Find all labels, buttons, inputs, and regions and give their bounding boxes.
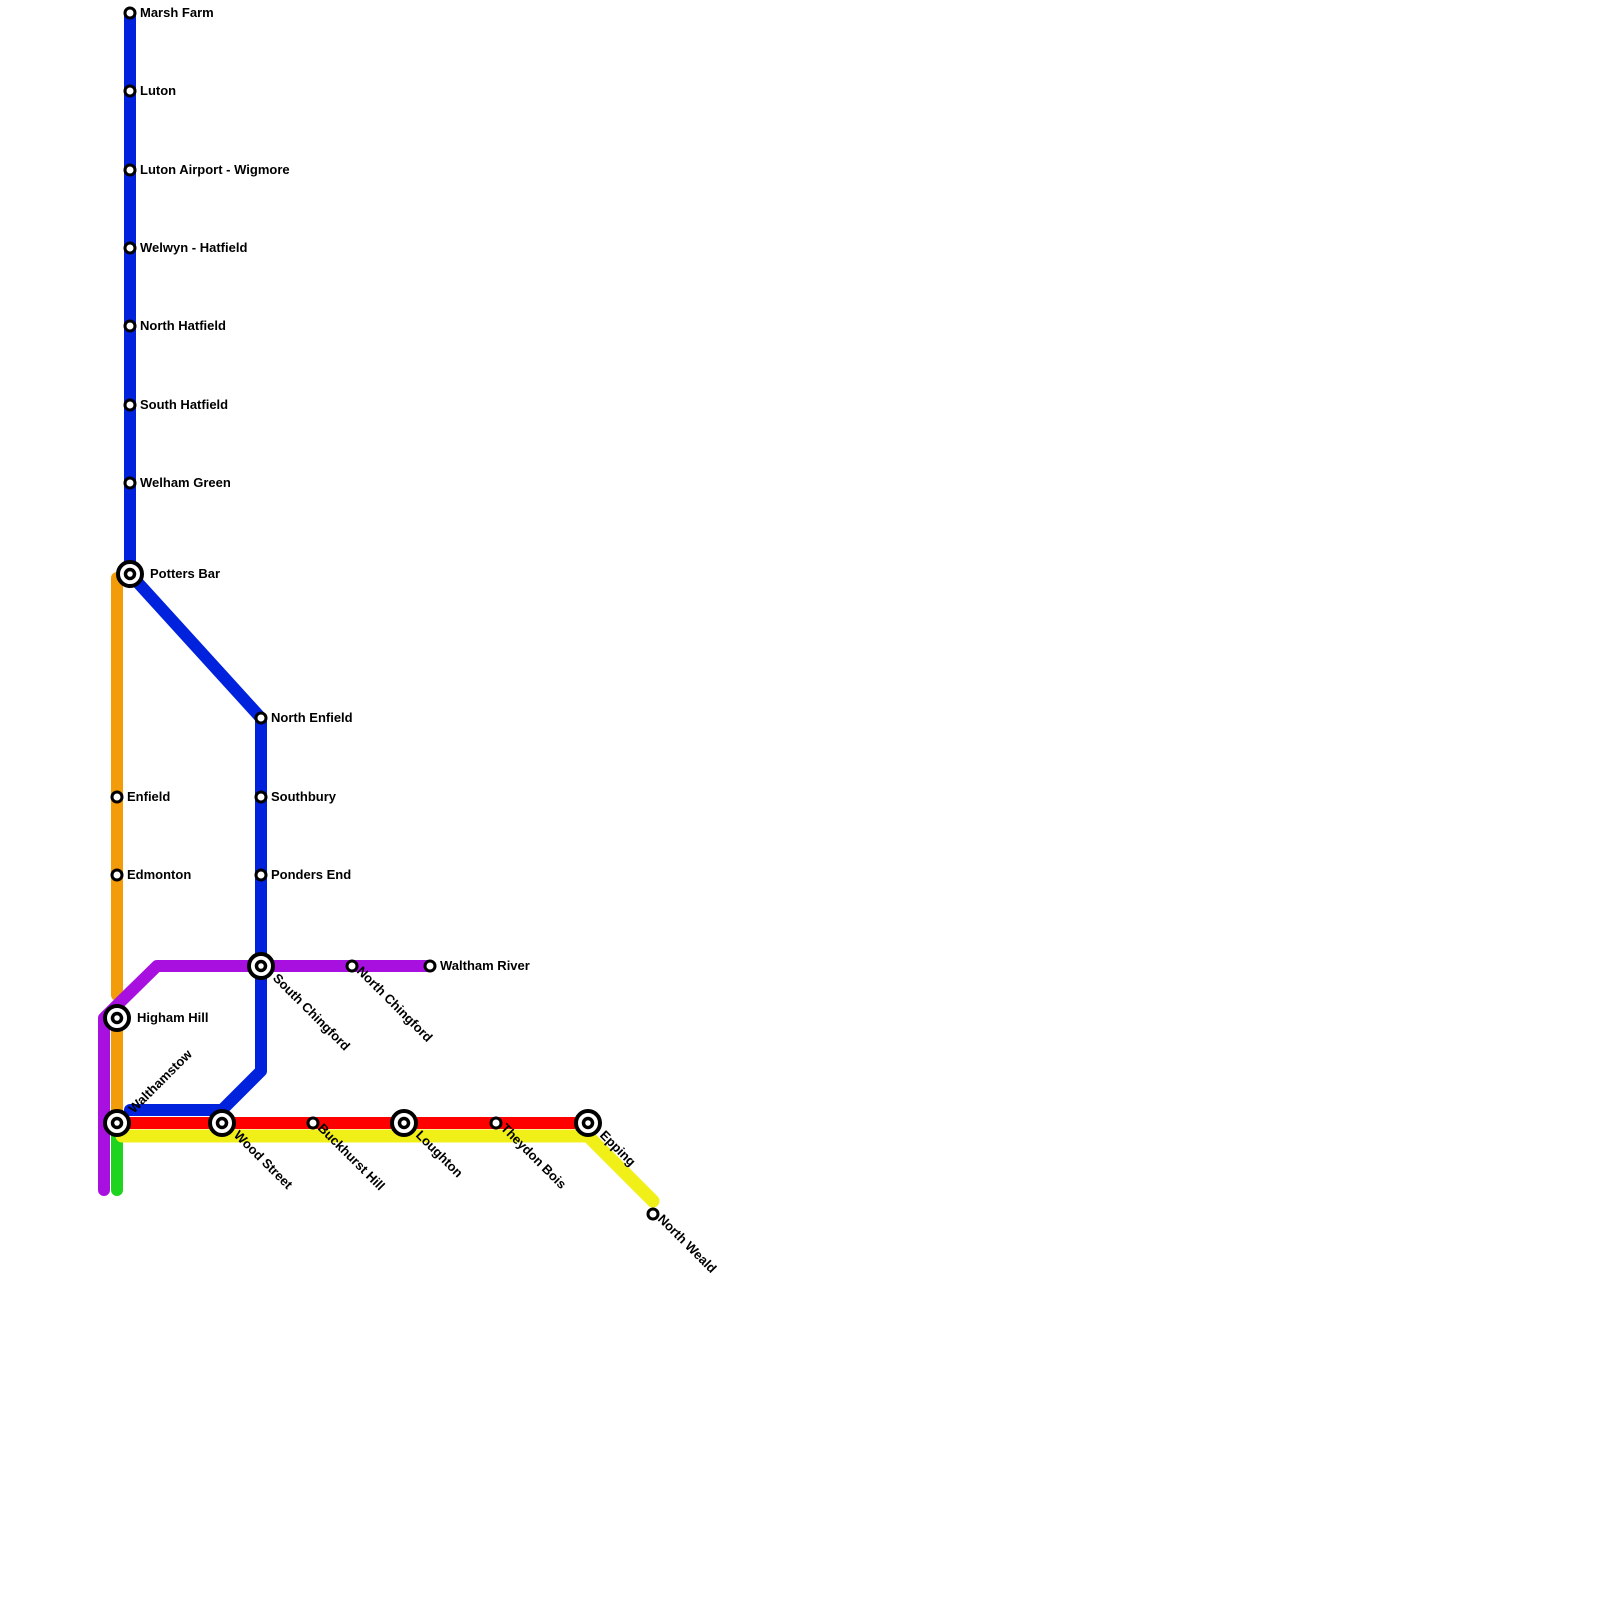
interchange-station-inner-icon xyxy=(397,1116,411,1130)
station[interactable]: North Weald xyxy=(646,1207,720,1276)
interchange-station-inner-icon xyxy=(581,1116,595,1130)
station[interactable]: North Hatfield xyxy=(123,318,226,333)
station[interactable]: Luton Airport - Wigmore xyxy=(123,162,290,177)
station-label: South Hatfield xyxy=(140,397,228,412)
station-label: Luton xyxy=(140,83,176,98)
station[interactable]: Welham Green xyxy=(123,475,231,490)
station-label: North Hatfield xyxy=(140,318,226,333)
station[interactable]: Enfield xyxy=(110,789,170,804)
station-icon xyxy=(123,319,137,333)
station-label: North Weald xyxy=(655,1211,720,1276)
station-label: Enfield xyxy=(127,789,170,804)
station-label: South Chingford xyxy=(270,970,353,1053)
station-icon xyxy=(423,959,437,973)
station-label: Welham Green xyxy=(140,475,231,490)
station-icon xyxy=(110,868,124,882)
station-label: Luton Airport - Wigmore xyxy=(140,162,290,177)
station-icon xyxy=(646,1207,660,1221)
station-icon xyxy=(123,476,137,490)
station-label: Southbury xyxy=(271,789,337,804)
station-label: North Enfield xyxy=(271,710,353,725)
purple-line xyxy=(98,960,436,1196)
station[interactable]: Waltham River xyxy=(423,958,530,973)
yellow-line xyxy=(115,1129,660,1208)
station-label: Ponders End xyxy=(271,867,351,882)
interchange-station-inner-icon xyxy=(123,567,137,581)
station[interactable]: North Chingford xyxy=(345,959,436,1045)
station-label: Waltham River xyxy=(440,958,530,973)
station-icon xyxy=(254,711,268,725)
station[interactable]: Ponders End xyxy=(254,867,351,882)
station-icon xyxy=(123,6,137,20)
station-icon xyxy=(123,84,137,98)
station-icon xyxy=(489,1116,503,1130)
station[interactable]: Buckhurst Hill xyxy=(306,1116,388,1193)
station-icon xyxy=(254,868,268,882)
station[interactable]: Theydon Bois xyxy=(489,1116,569,1192)
interchange-station-inner-icon xyxy=(254,959,268,973)
station[interactable]: Luton xyxy=(123,83,176,98)
station[interactable]: North Enfield xyxy=(254,710,353,725)
station-icon xyxy=(110,790,124,804)
station-label: Higham Hill xyxy=(137,1010,209,1025)
station-icon xyxy=(306,1116,320,1130)
station[interactable]: Edmonton xyxy=(110,867,191,882)
station-icon xyxy=(123,163,137,177)
station-label: Edmonton xyxy=(127,867,191,882)
station-icon xyxy=(123,398,137,412)
station-label: Welwyn - Hatfield xyxy=(140,240,247,255)
interchange-station-inner-icon xyxy=(110,1011,124,1025)
station[interactable]: Potters Bar xyxy=(116,560,220,588)
station-label: North Chingford xyxy=(354,963,436,1045)
station[interactable]: South Hatfield xyxy=(123,397,228,412)
station-label: Marsh Farm xyxy=(140,5,214,20)
station[interactable]: Southbury xyxy=(254,789,337,804)
blue-line xyxy=(124,7,267,1116)
station[interactable]: Higham Hill xyxy=(103,1004,209,1032)
interchange-station-inner-icon xyxy=(215,1116,229,1130)
station[interactable]: Marsh Farm xyxy=(123,5,214,20)
station-icon xyxy=(123,241,137,255)
station-icon xyxy=(345,959,359,973)
station[interactable]: Welwyn - Hatfield xyxy=(123,240,247,255)
interchange-station-inner-icon xyxy=(110,1116,124,1130)
station-label: Potters Bar xyxy=(150,566,220,581)
station-icon xyxy=(254,790,268,804)
